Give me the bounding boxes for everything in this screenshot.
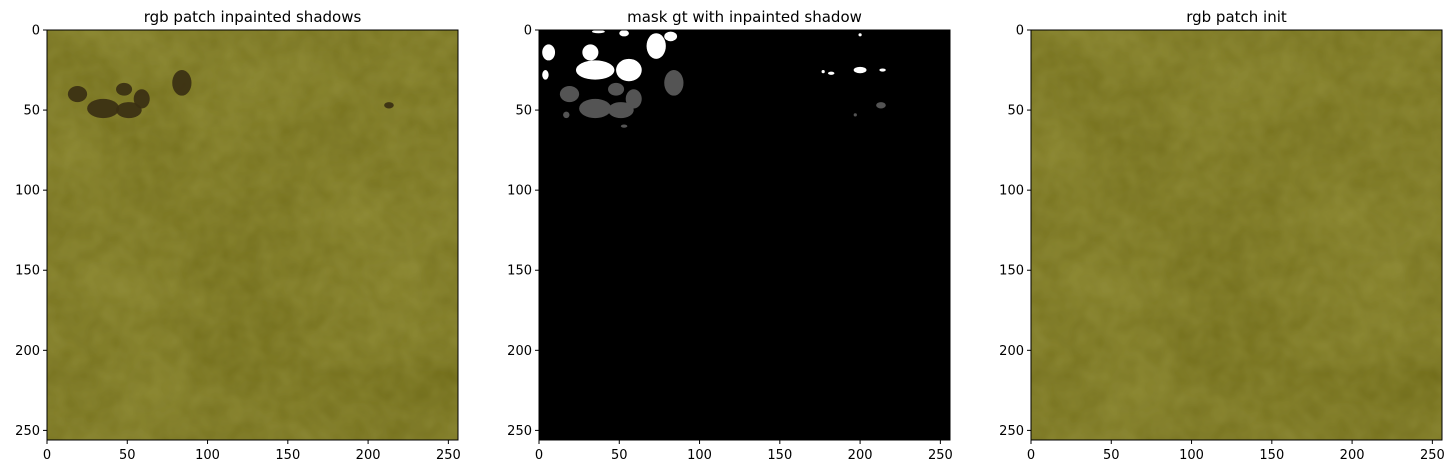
x-tick-label: 200 [848,448,873,463]
panel-rgb-init: rgb patch init 0 50 100 150 200 2500501001502… [999,8,1445,463]
image-area [1031,30,1442,440]
mask-region [575,60,615,80]
shadow-regions [67,70,394,119]
x-tick-label: 0 [1027,448,1035,463]
panel-title: rgb patch init [1186,8,1287,26]
shadow-region [172,70,192,96]
image-texture [47,30,458,440]
x-tick-label: 100 [195,448,220,463]
mask-region [879,68,886,72]
shadow-region [384,102,394,109]
y-tick-label: 100 [15,184,40,199]
x-tick-label: 150 [1259,448,1284,463]
x-tick-label: 50 [611,448,628,463]
x-tick-label: 50 [119,448,136,463]
mask-region [619,30,629,37]
x-tick-label: 150 [275,448,300,463]
mask-region [646,33,666,59]
shadow-region [133,89,150,109]
y-tick-label: 200 [999,344,1024,359]
mask-region [579,98,612,119]
axes-frame [538,29,951,441]
mask-region [563,111,570,119]
panel-title: rgb patch inpainted shadows [144,8,362,26]
mask-region [608,102,634,119]
x-tick-label: 100 [687,448,712,463]
panel-rgb-inpainted: rgb patch inpainted shadows 0 50 100 150 200… [15,8,461,463]
axes-frame [1030,29,1443,441]
x-tick-label: 250 [436,448,461,463]
image-area [539,30,950,440]
shadow-region [116,82,133,96]
mask-region [559,86,580,103]
y-tick-label: 150 [999,264,1024,279]
mask-region [853,66,867,74]
y-tick-label: 50 [1007,104,1024,119]
y-tick-label: 200 [15,344,40,359]
mask-region [620,124,628,128]
mask-background [539,30,950,440]
shadow-region [116,102,142,119]
y-tick-label: 50 [515,104,532,119]
y-tick-label: 150 [507,264,532,279]
x-tick-label: 200 [356,448,381,463]
y-tick-label: 250 [999,424,1024,439]
x-tick-label: 200 [1340,448,1365,463]
mask-region [542,44,556,61]
mask-region [876,102,886,109]
mask-region [853,113,857,117]
mask-region [858,33,862,37]
mask-region [591,30,605,34]
mask-region [821,70,825,74]
x-tick-label: 250 [928,448,953,463]
mask-region [827,71,835,75]
mask-region [608,82,625,96]
x-tick-label: 250 [1420,448,1445,463]
y-tick-label: 150 [15,264,40,279]
mask-region [664,31,678,42]
x-tick-label: 100 [1179,448,1204,463]
image-texture [1031,30,1442,440]
y-tick-label: 0 [1016,24,1024,39]
image-area [47,30,458,440]
y-tick-label: 0 [32,24,40,39]
y-tick-label: 100 [999,184,1024,199]
shadow-region [87,98,120,119]
y-tick-label: 250 [507,424,532,439]
mask-regions [542,30,886,128]
mask-region [664,70,684,96]
axes-frame [46,29,459,441]
x-tick-label: 0 [535,448,543,463]
mask-region [542,70,549,80]
mask-region [616,58,642,82]
y-tick-label: 250 [15,424,40,439]
x-tick-label: 50 [1103,448,1120,463]
mask-region [625,89,642,109]
shadow-region [67,86,88,103]
panel-mask: mask gt with inpainted shadow 0 50 100 150 2… [507,8,953,463]
x-tick-label: 150 [767,448,792,463]
y-tick-label: 100 [507,184,532,199]
y-tick-label: 50 [23,104,40,119]
y-tick-label: 0 [524,24,532,39]
panel-title: mask gt with inpainted shadow [627,8,862,26]
x-tick-label: 0 [43,448,51,463]
mask-region [582,44,599,61]
y-tick-label: 200 [507,344,532,359]
